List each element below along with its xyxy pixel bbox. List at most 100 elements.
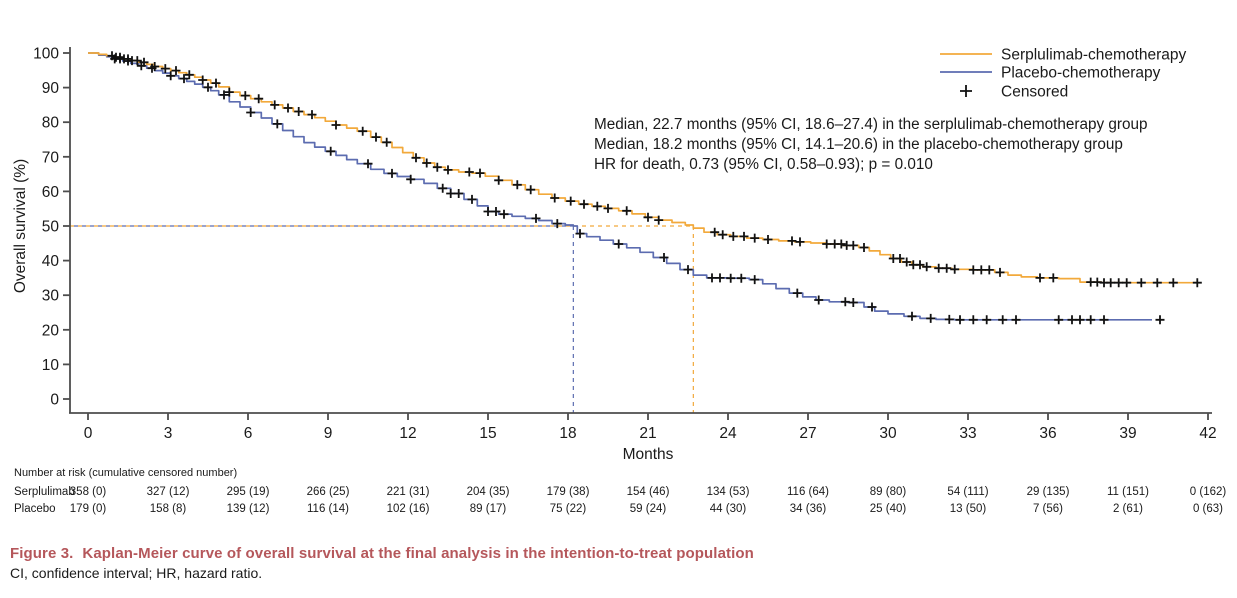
censor-plus-icon	[371, 132, 381, 142]
censor-plus-icon	[763, 235, 773, 244]
risk-value: 89 (80)	[870, 486, 907, 498]
censor-plus-icon	[915, 260, 925, 270]
risk-value: 139 (12)	[227, 503, 270, 515]
censor-plus-icon	[198, 75, 208, 85]
censor-plus-icon	[387, 168, 397, 178]
legend-item-2: Placebo-chemotherapy	[940, 65, 1161, 82]
risk-value: 0 (162)	[1190, 486, 1227, 498]
censor-plus-icon	[942, 263, 952, 273]
risk-value: 221 (31)	[387, 486, 430, 498]
censor-plus-icon	[240, 91, 250, 101]
censor-plus-icon	[139, 57, 149, 67]
y-tick-label: 90	[42, 80, 60, 97]
censor-plus-icon	[283, 103, 293, 113]
censor-plus-icon	[848, 298, 858, 307]
censor-plus-icon	[446, 189, 456, 198]
censor-plus-icon	[483, 207, 493, 216]
censor-plus-icon	[968, 315, 978, 325]
x-tick-label: 18	[559, 425, 576, 442]
risk-value: 89 (17)	[470, 503, 507, 515]
censor-plus-icon	[1136, 278, 1146, 288]
risk-value: 158 (8)	[150, 503, 187, 515]
censor-plus-icon	[150, 62, 160, 71]
censor-plus-icon	[160, 64, 170, 74]
risk-value: 204 (35)	[467, 486, 510, 498]
censor-plus-icon	[1067, 315, 1077, 325]
risk-value: 54 (111)	[947, 486, 988, 498]
risk-value: 179 (0)	[70, 503, 107, 515]
legend-label: Censored	[1001, 84, 1068, 101]
x-tick-label: 6	[244, 425, 253, 442]
y-tick-label: 50	[42, 219, 60, 236]
censor-plus-icon	[707, 273, 717, 283]
y-tick-label: 30	[42, 288, 60, 305]
serplulimab-censor-marks	[107, 51, 1202, 288]
censor-plus-icon	[179, 74, 189, 84]
censor-plus-icon	[950, 264, 960, 274]
figure-caption-title: Kaplan-Meier curve of overall survival a…	[82, 545, 754, 562]
censor-plus-icon	[750, 275, 760, 285]
x-tick-label: 39	[1119, 425, 1136, 442]
risk-value: 179 (38)	[547, 486, 590, 498]
censor-plus-icon	[683, 265, 693, 275]
risk-value: 2 (61)	[1113, 503, 1143, 515]
censor-plus-icon	[203, 82, 213, 92]
censor-plus-icon	[895, 254, 905, 263]
censor-plus-icon	[166, 71, 176, 81]
annotation-line-3: HR for death, 0.73 (95% CI, 0.58–0.93); …	[594, 156, 933, 173]
censor-plus-icon	[132, 56, 142, 66]
legend: Serplulimab-chemotherapyPlacebo-chemothe…	[940, 47, 1186, 101]
censor-plus-icon	[922, 262, 932, 272]
risk-value: 327 (12)	[147, 486, 190, 498]
censor-plus-icon	[968, 265, 978, 275]
censor-plus-icon	[603, 203, 613, 213]
risk-value: 102 (16)	[387, 503, 430, 515]
censor-plus-icon	[1011, 315, 1021, 325]
figure-abbreviations: CI, confidence interval; HR, hazard rati…	[10, 565, 263, 581]
censor-plus-icon	[438, 183, 448, 193]
censor-plus-icon	[944, 314, 954, 324]
censor-plus-icon	[211, 78, 221, 88]
figure-caption: Figure 3. Kaplan-Meier curve of overall s…	[10, 545, 1220, 562]
censor-plus-icon	[814, 295, 824, 305]
censor-plus-icon	[659, 253, 669, 262]
y-tick-label: 20	[42, 322, 60, 339]
y-tick-label: 10	[42, 357, 60, 374]
censor-plus-icon	[406, 174, 416, 184]
censor-plus-icon	[934, 263, 944, 273]
caption-block: Figure 3. Kaplan-Meier curve of overall s…	[10, 545, 1220, 581]
censor-plus-icon	[224, 87, 234, 97]
y-tick-label: 100	[33, 46, 59, 63]
censor-plus-icon	[643, 212, 653, 222]
risk-value: 25 (40)	[870, 503, 907, 515]
y-tick-label: 80	[42, 115, 60, 132]
censor-plus-icon	[184, 70, 194, 80]
annotation-line-2: Median, 18.2 months (95% CI, 14.1–20.6) …	[594, 136, 1123, 153]
x-tick-label: 9	[324, 425, 333, 442]
risk-value: 134 (53)	[707, 486, 750, 498]
censor-plus-icon	[467, 194, 477, 204]
censor-plus-icon	[715, 273, 725, 283]
censor-plus-icon	[718, 230, 728, 240]
censor-plus-icon	[836, 239, 846, 249]
legend-censored-plus-icon	[960, 85, 972, 97]
censor-plus-icon	[494, 175, 504, 185]
censor-plus-icon	[984, 265, 994, 275]
legend-label: Placebo-chemotherapy	[1001, 65, 1161, 82]
median-reference-lines	[70, 225, 694, 413]
censor-plus-icon	[566, 196, 576, 206]
censor-plus-icon	[499, 209, 509, 219]
x-tick-label: 21	[639, 425, 656, 442]
censor-plus-icon	[750, 233, 760, 243]
x-tick-label: 27	[799, 425, 816, 442]
censor-plus-icon	[1106, 278, 1116, 288]
y-tick-label: 70	[42, 149, 60, 166]
figure-caption-label: Figure 3.	[10, 545, 74, 562]
risk-value: 154 (46)	[627, 486, 670, 498]
censor-plus-icon	[579, 199, 589, 209]
risk-value: 59 (24)	[630, 503, 667, 515]
x-tick-label: 12	[399, 425, 416, 442]
risk-value: 13 (50)	[950, 503, 987, 515]
median-annotation: Median, 22.7 months (95% CI, 18.6–27.4) …	[594, 116, 1148, 173]
